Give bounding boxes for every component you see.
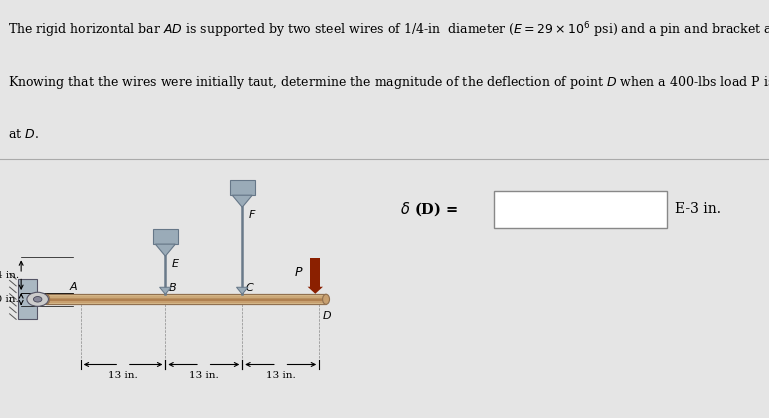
Text: $B$: $B$ bbox=[168, 281, 178, 293]
Text: $E$: $E$ bbox=[171, 257, 181, 270]
Bar bbox=[46, 303, 326, 304]
Text: 4 in.: 4 in. bbox=[0, 271, 19, 280]
Text: 13 in.: 13 in. bbox=[108, 371, 138, 380]
Text: E-3 in.: E-3 in. bbox=[675, 202, 721, 216]
Bar bbox=[153, 229, 178, 244]
Bar bbox=[46, 294, 326, 304]
Ellipse shape bbox=[323, 294, 330, 304]
Text: $C$: $C$ bbox=[245, 281, 255, 293]
Bar bbox=[46, 296, 326, 298]
Polygon shape bbox=[308, 287, 323, 294]
Polygon shape bbox=[232, 195, 252, 207]
Text: at $D$.: at $D$. bbox=[8, 128, 38, 141]
Text: $\delta$ (D) =: $\delta$ (D) = bbox=[401, 200, 458, 218]
Bar bbox=[310, 258, 320, 288]
Text: $A$: $A$ bbox=[69, 280, 79, 292]
Bar bbox=[46, 298, 326, 299]
Bar bbox=[46, 299, 326, 301]
Text: 13 in.: 13 in. bbox=[189, 371, 218, 380]
Text: 10 in.: 10 in. bbox=[0, 295, 19, 304]
Polygon shape bbox=[155, 244, 175, 256]
Bar bbox=[46, 294, 326, 296]
Bar bbox=[230, 180, 255, 195]
Polygon shape bbox=[160, 287, 171, 294]
Bar bbox=[46, 301, 326, 303]
Text: 13 in.: 13 in. bbox=[266, 371, 295, 380]
Text: $D$: $D$ bbox=[321, 309, 332, 321]
Ellipse shape bbox=[43, 294, 50, 304]
Circle shape bbox=[34, 296, 42, 302]
Text: The rigid horizontal bar $AD$ is supported by two steel wires of 1/4-in  diamete: The rigid horizontal bar $AD$ is support… bbox=[8, 20, 769, 40]
Circle shape bbox=[27, 292, 48, 306]
Text: $P$: $P$ bbox=[295, 266, 304, 280]
Text: $F$: $F$ bbox=[248, 209, 257, 221]
Polygon shape bbox=[237, 287, 248, 294]
Bar bbox=[18, 279, 37, 319]
FancyBboxPatch shape bbox=[494, 191, 667, 228]
Text: Knowing that the wires were initially taut, determine the magnitude of the defle: Knowing that the wires were initially ta… bbox=[8, 74, 769, 91]
